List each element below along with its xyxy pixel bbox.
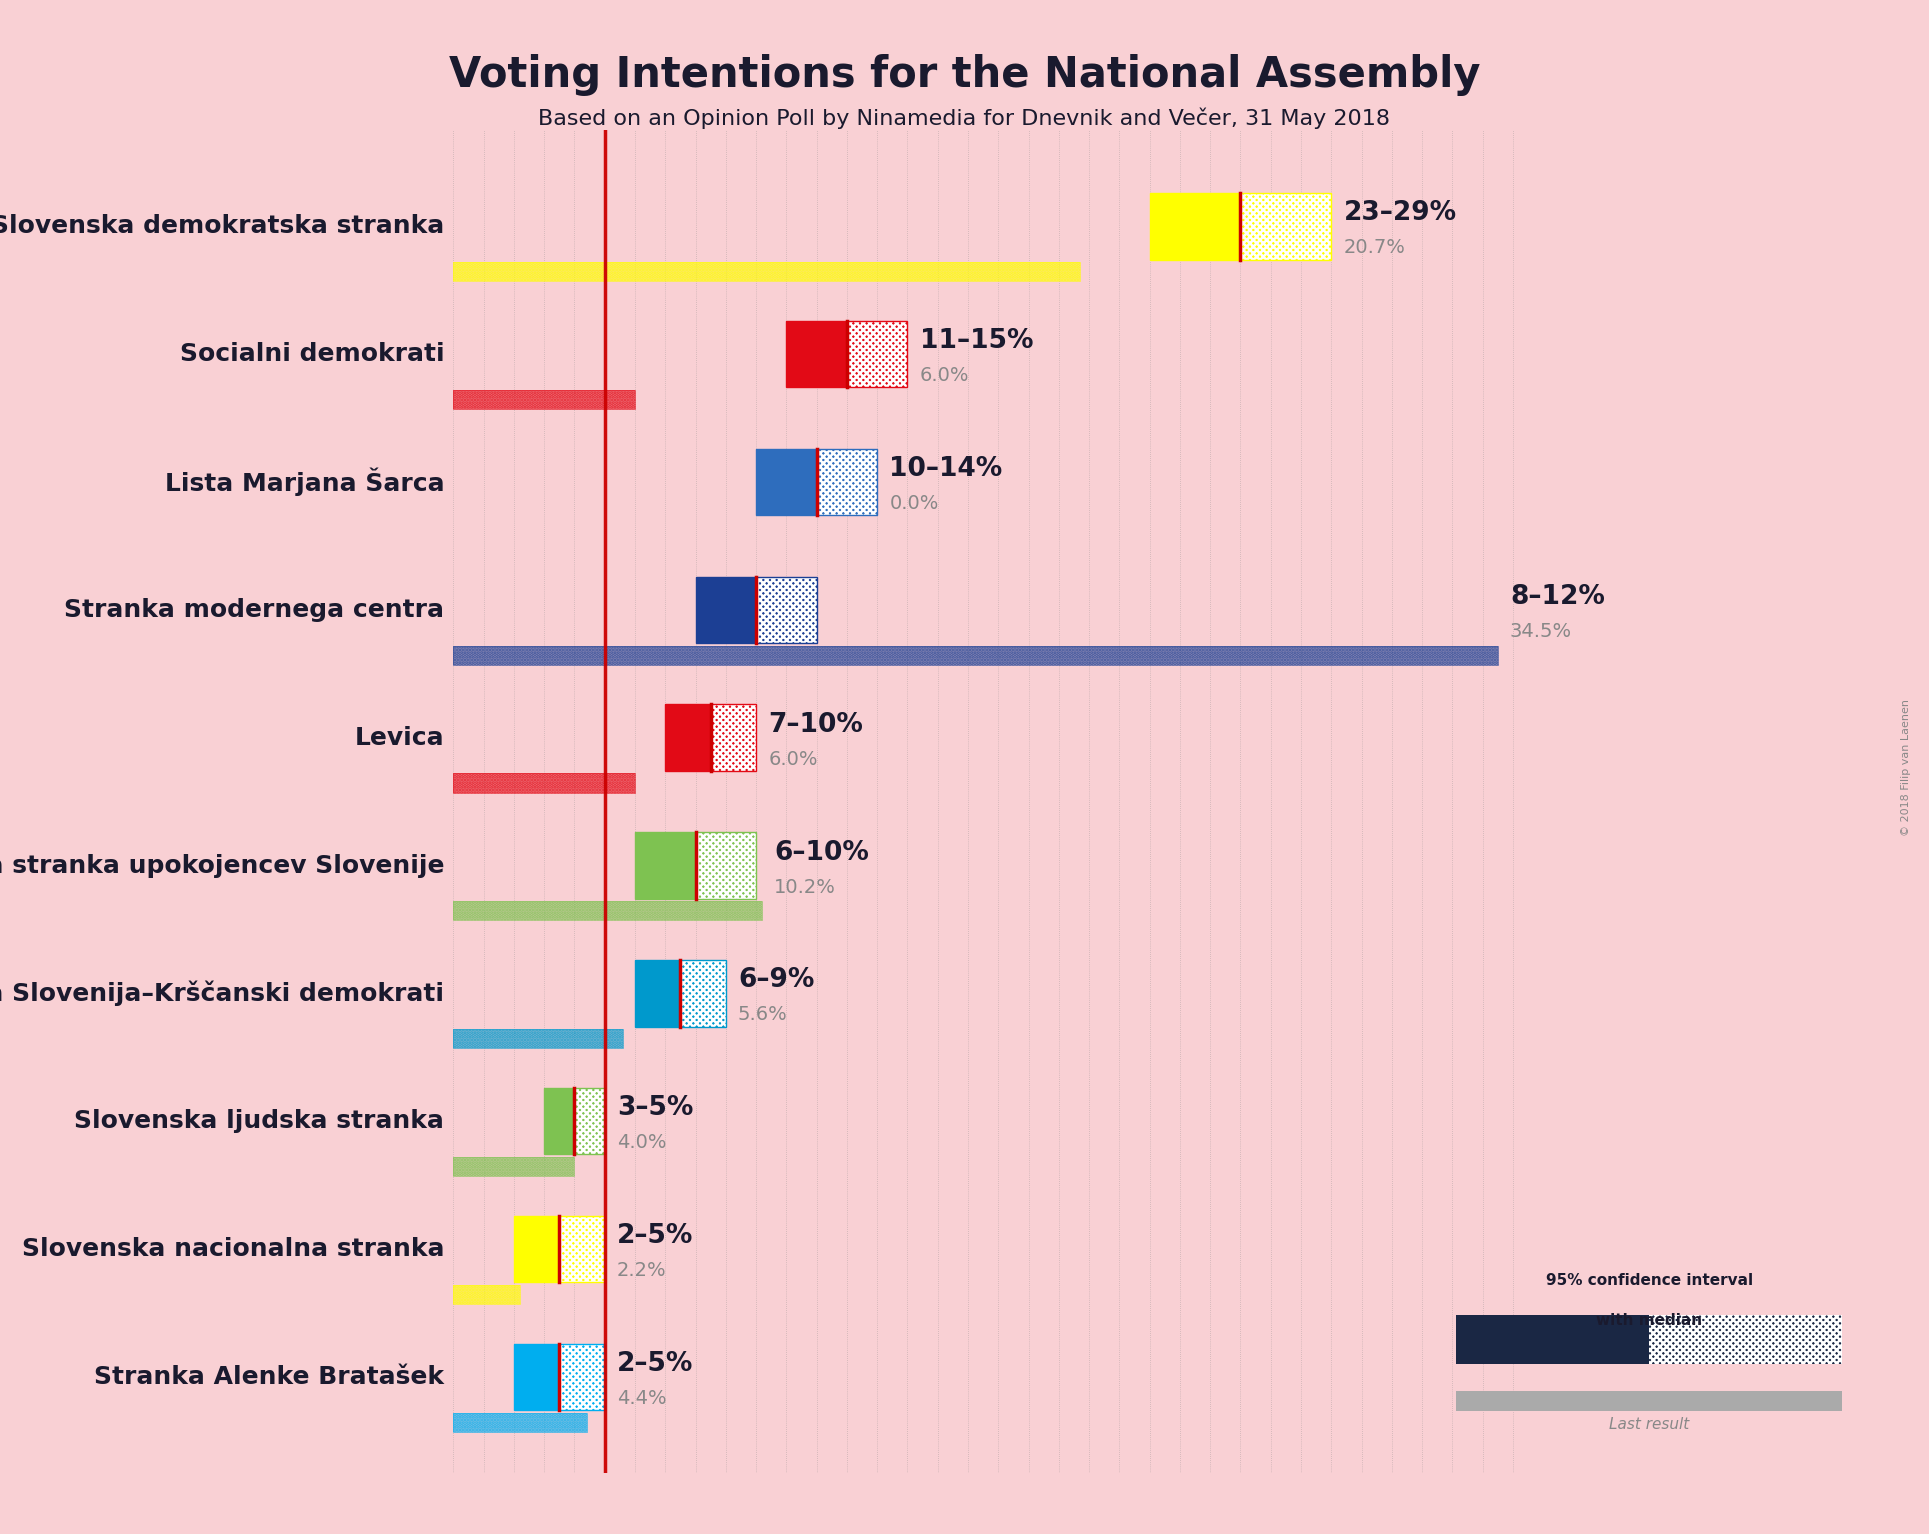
Bar (681, 960, 725, 1026)
Text: Slovenska ljudska stranka: Slovenska ljudska stranka (75, 1109, 444, 1134)
Text: 0.0%: 0.0% (889, 494, 939, 514)
Bar (1456, 1315, 1649, 1364)
Bar (1456, 1391, 1842, 1411)
Bar (559, 1344, 604, 1410)
Text: 6.0%: 6.0% (920, 367, 968, 385)
Bar (575, 1088, 604, 1154)
Bar (635, 960, 725, 1026)
Text: © 2018 Filip van Laenen: © 2018 Filip van Laenen (1900, 698, 1912, 836)
Text: Demokratična stranka upokojencev Slovenije: Demokratična stranka upokojencev Sloveni… (0, 853, 444, 877)
Bar (513, 1215, 604, 1282)
Bar (1649, 1315, 1842, 1364)
Text: 95% confidence interval: 95% confidence interval (1545, 1273, 1753, 1289)
Bar (696, 577, 816, 643)
Text: Slovenska nacionalna stranka: Slovenska nacionalna stranka (21, 1236, 444, 1261)
Bar (1150, 193, 1331, 259)
Text: with median: with median (1595, 1313, 1703, 1328)
Bar (635, 831, 756, 899)
Bar (453, 646, 1497, 664)
Bar (1150, 193, 1240, 259)
Bar (544, 1088, 575, 1154)
Text: Lista Marjana Šarca: Lista Marjana Šarca (164, 468, 444, 495)
Bar (513, 1344, 559, 1410)
Text: 2.2%: 2.2% (617, 1261, 666, 1281)
Bar (453, 390, 635, 410)
Text: 34.5%: 34.5% (1510, 621, 1572, 641)
Text: 3–5%: 3–5% (617, 1095, 693, 1121)
Text: 6–10%: 6–10% (774, 839, 870, 865)
Bar (453, 1413, 586, 1431)
Bar (453, 900, 762, 920)
Bar (513, 1344, 604, 1410)
Bar (453, 773, 635, 793)
Text: Socialni demokrati: Socialni demokrati (179, 342, 444, 367)
Bar (666, 704, 756, 772)
Bar (666, 704, 710, 772)
Bar (756, 448, 878, 515)
Bar (696, 577, 756, 643)
Bar (787, 321, 907, 388)
Text: Nova Slovenija–Krščanski demokrati: Nova Slovenija–Krščanski demokrati (0, 980, 444, 1006)
Bar (635, 831, 696, 899)
Bar (453, 1029, 623, 1048)
Bar (559, 1215, 604, 1282)
Bar (847, 321, 907, 388)
Text: 8–12%: 8–12% (1510, 584, 1605, 611)
Text: 5.6%: 5.6% (739, 1005, 787, 1025)
Text: 20.7%: 20.7% (1343, 238, 1404, 258)
Text: Last result: Last result (1609, 1416, 1690, 1431)
Text: Slovenska demokratska stranka: Slovenska demokratska stranka (0, 215, 444, 238)
Bar (453, 262, 1080, 281)
Bar (453, 1284, 521, 1304)
Bar (453, 1157, 575, 1177)
Bar (787, 321, 847, 388)
Bar (453, 390, 635, 410)
Bar (816, 448, 878, 515)
Bar (453, 1029, 623, 1048)
Bar (453, 1413, 586, 1431)
Text: Levica: Levica (355, 726, 444, 750)
Text: 23–29%: 23–29% (1343, 201, 1456, 227)
Bar (513, 1215, 559, 1282)
Text: Stranka modernega centra: Stranka modernega centra (64, 598, 444, 621)
Bar (635, 960, 681, 1026)
Text: 4.0%: 4.0% (617, 1134, 666, 1152)
Text: Voting Intentions for the National Assembly: Voting Intentions for the National Assem… (449, 54, 1480, 95)
Bar (453, 900, 762, 920)
Bar (1240, 193, 1331, 259)
Bar (453, 773, 635, 793)
Text: 7–10%: 7–10% (768, 712, 862, 738)
Bar (696, 831, 756, 899)
Text: Stranka Alenke Bratašek: Stranka Alenke Bratašek (95, 1365, 444, 1388)
Text: 2–5%: 2–5% (617, 1351, 693, 1378)
Text: 2–5%: 2–5% (617, 1223, 693, 1249)
Bar (453, 1157, 575, 1177)
Bar (453, 262, 1080, 281)
Bar (453, 1284, 521, 1304)
Text: 10.2%: 10.2% (774, 877, 835, 897)
Text: 6–9%: 6–9% (739, 968, 814, 994)
Text: Based on an Opinion Poll by Ninamedia for Dnevnik and Večer, 31 May 2018: Based on an Opinion Poll by Ninamedia fo… (538, 107, 1391, 129)
Text: 11–15%: 11–15% (920, 328, 1034, 354)
Bar (756, 448, 816, 515)
Bar (710, 704, 756, 772)
Bar (544, 1088, 604, 1154)
Bar (756, 577, 816, 643)
Text: 10–14%: 10–14% (889, 456, 1003, 482)
Text: 4.4%: 4.4% (617, 1388, 666, 1408)
Bar (453, 646, 1497, 664)
Text: 6.0%: 6.0% (768, 750, 818, 769)
